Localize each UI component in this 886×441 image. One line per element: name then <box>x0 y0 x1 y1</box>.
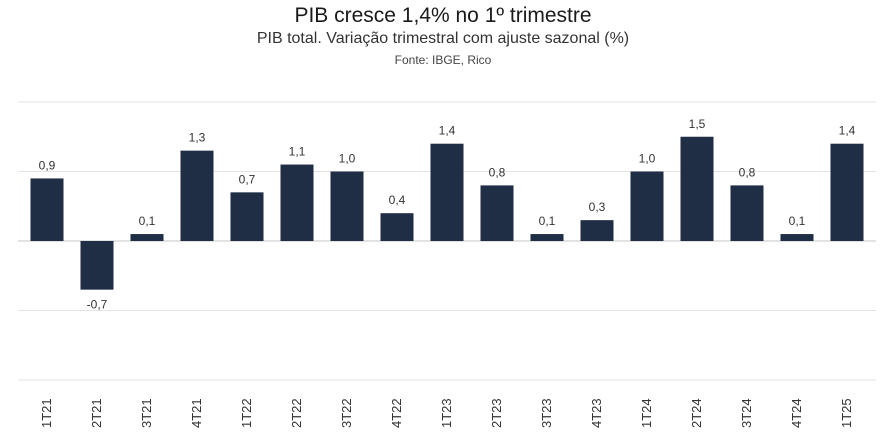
chart-subtitle: PIB total. Variação trimestral com ajust… <box>256 30 630 47</box>
bar-2T24 <box>680 136 714 241</box>
tick-label-2T21: 2T21 <box>89 398 104 428</box>
tick-label-2T24: 2T24 <box>689 398 704 428</box>
data-label-1T24: 1,0 <box>639 152 656 166</box>
tick-label-4T22: 4T22 <box>389 398 404 428</box>
bar-4T23 <box>580 220 614 241</box>
bar-1T21 <box>30 178 64 241</box>
bar-4T21 <box>180 150 214 241</box>
bar-1T24 <box>630 171 664 241</box>
bar-1T22 <box>230 192 264 241</box>
data-label-4T21: 1,3 <box>189 131 206 145</box>
data-label-1T22: 0,7 <box>239 172 256 186</box>
bars <box>30 136 864 290</box>
bar-3T24 <box>730 185 764 241</box>
data-label-2T23: 0,8 <box>489 165 506 179</box>
data-labels: 0,9 -0,7 0,1 1,3 0,7 1,1 1,0 0,4 1,4 0,8 0,1 0,3 1,0… <box>39 117 856 312</box>
data-label-3T24: 0,8 <box>739 165 756 179</box>
bar-2T22 <box>280 164 314 241</box>
data-label-2T22: 1,1 <box>289 145 306 159</box>
tick-label-2T22: 2T22 <box>289 398 304 428</box>
bar-2T21 <box>80 241 114 290</box>
chart-title: PIB cresce 1,4% no 1º trimestre <box>294 4 592 27</box>
tick-label-1T24: 1T24 <box>639 398 654 428</box>
bar-1T23 <box>430 143 464 241</box>
data-label-4T24: 0,1 <box>789 214 806 228</box>
bar-4T22 <box>380 213 414 241</box>
data-label-2T21: -0,7 <box>87 298 108 312</box>
bar-3T23 <box>530 234 564 241</box>
bar-2T23 <box>480 185 514 241</box>
data-label-3T22: 1,0 <box>339 152 356 166</box>
data-label-3T23: 0,1 <box>539 214 556 228</box>
tick-label-1T23: 1T23 <box>439 398 454 428</box>
bar-3T21 <box>130 234 164 241</box>
tick-label-3T21: 3T21 <box>139 398 154 428</box>
x-axis-tick-labels: 1T21 2T21 3T21 4T21 1T22 2T22 3T22 4T22 1T23 2T23… <box>39 398 854 428</box>
data-label-1T25: 1,4 <box>839 124 856 138</box>
tick-label-1T21: 1T21 <box>39 398 54 428</box>
data-label-2T24: 1,5 <box>689 117 706 131</box>
data-label-4T22: 0,4 <box>389 193 406 207</box>
data-label-3T21: 0,1 <box>139 214 156 228</box>
tick-label-4T24: 4T24 <box>789 398 804 428</box>
tick-label-1T25: 1T25 <box>839 398 854 428</box>
chart-source: Fonte: IBGE, Rico <box>394 53 492 67</box>
data-label-4T23: 0,3 <box>589 200 606 214</box>
tick-label-3T22: 3T22 <box>339 398 354 428</box>
tick-label-4T21: 4T21 <box>189 398 204 428</box>
bar-1T25 <box>830 143 864 241</box>
tick-label-4T23: 4T23 <box>589 398 604 428</box>
bar-3T22 <box>330 171 364 241</box>
bar-4T24 <box>780 234 814 241</box>
data-label-1T23: 1,4 <box>439 124 456 138</box>
tick-label-3T24: 3T24 <box>739 398 754 428</box>
tick-label-1T22: 1T22 <box>239 398 254 428</box>
tick-label-3T23: 3T23 <box>539 398 554 428</box>
tick-label-2T23: 2T23 <box>489 398 504 428</box>
data-label-1T21: 0,9 <box>39 158 56 172</box>
